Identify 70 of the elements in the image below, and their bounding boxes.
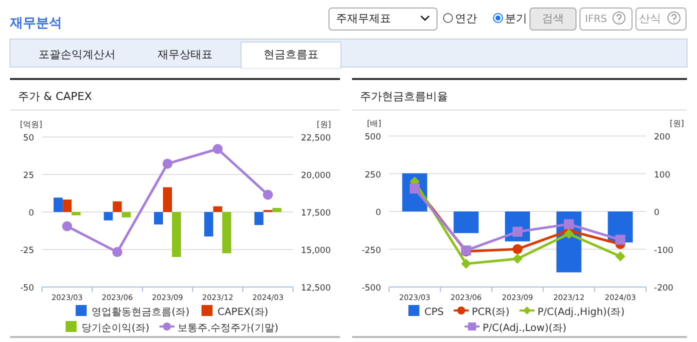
y2-tick-label: 100: [654, 170, 670, 180]
legend-label: CPS: [424, 307, 444, 318]
text: 포괄손익계산서: [38, 48, 116, 61]
y2-tick-label: 22,500: [301, 134, 331, 144]
bar: [272, 208, 282, 212]
y2-tick-label: -200: [654, 284, 674, 294]
text: 분기: [505, 12, 527, 25]
y-tick-label: 25: [23, 171, 34, 181]
y2-tick-label: 12,500: [301, 284, 331, 294]
point: [615, 251, 626, 262]
bar: [254, 212, 264, 226]
y-tick-label: 0: [376, 208, 381, 218]
y2-tick-label: 20,000: [301, 171, 331, 181]
text: 현금흐름표: [264, 48, 318, 61]
bar: [204, 212, 214, 236]
y2-axis-title: [원]: [316, 120, 331, 129]
bar: [163, 187, 172, 212]
point: [212, 144, 223, 154]
bar: [222, 212, 232, 254]
text: 검색: [542, 12, 564, 25]
y-tick-label: 50: [23, 134, 34, 144]
bar: [213, 206, 222, 212]
bar: [172, 212, 181, 257]
text: 연간: [455, 12, 477, 25]
text: IFRS: [585, 14, 607, 25]
point: [461, 258, 472, 269]
bar: [112, 201, 122, 212]
point: [112, 247, 122, 258]
bar: [72, 212, 81, 216]
point: [262, 190, 273, 200]
legend-label: 당기순이익(좌): [82, 323, 150, 334]
y-axis-title: [배]: [367, 119, 382, 128]
text: 주재무제표: [336, 12, 391, 25]
legend-label: 보통주.수정주가(기말): [177, 323, 278, 334]
bar: [54, 198, 63, 212]
y-tick-label: -250: [362, 246, 381, 256]
y-tick-label: 0: [28, 208, 34, 218]
legend-label: CAPEX(좌): [217, 307, 268, 318]
chart-title: 주가현금흐름비율: [360, 90, 448, 103]
y-tick-label: -500: [362, 284, 381, 294]
bar: [62, 200, 72, 212]
y2-tick-label: 17,500: [301, 208, 331, 218]
y-tick-label: -25: [20, 246, 34, 256]
legend-label: PCR(좌): [472, 307, 510, 318]
point: [564, 228, 574, 239]
bar: [122, 212, 131, 218]
y2-tick-label: 15,000: [301, 246, 331, 256]
y2-tick-label: -100: [654, 246, 674, 256]
legend-label: P/C(Adj.,Low)(좌): [482, 323, 567, 334]
y2-tick-label: 200: [654, 132, 670, 142]
y-tick-label: 250: [364, 170, 381, 180]
y2-axis-title: [원]: [670, 119, 684, 128]
point: [615, 234, 626, 245]
point: [512, 254, 522, 264]
legend-label: 영업활동현금흐름(좌): [92, 307, 190, 318]
y2-tick-label: 0: [654, 208, 660, 218]
y-tick-label: 500: [364, 132, 381, 142]
y-axis-title: [억원]: [20, 120, 42, 129]
point: [62, 221, 72, 232]
text: 재무상태표: [158, 48, 212, 61]
bar: [104, 212, 113, 220]
text: 산식: [639, 12, 661, 25]
point: [564, 219, 574, 230]
bar: [154, 212, 163, 224]
legend-label: P/C(Adj.,High)(좌): [538, 307, 625, 318]
y-tick-label: -50: [20, 284, 34, 294]
point: [512, 244, 522, 254]
chart-title: 주가 & CAPEX: [18, 90, 92, 103]
text: 재무분석: [9, 16, 62, 31]
point: [162, 158, 172, 169]
